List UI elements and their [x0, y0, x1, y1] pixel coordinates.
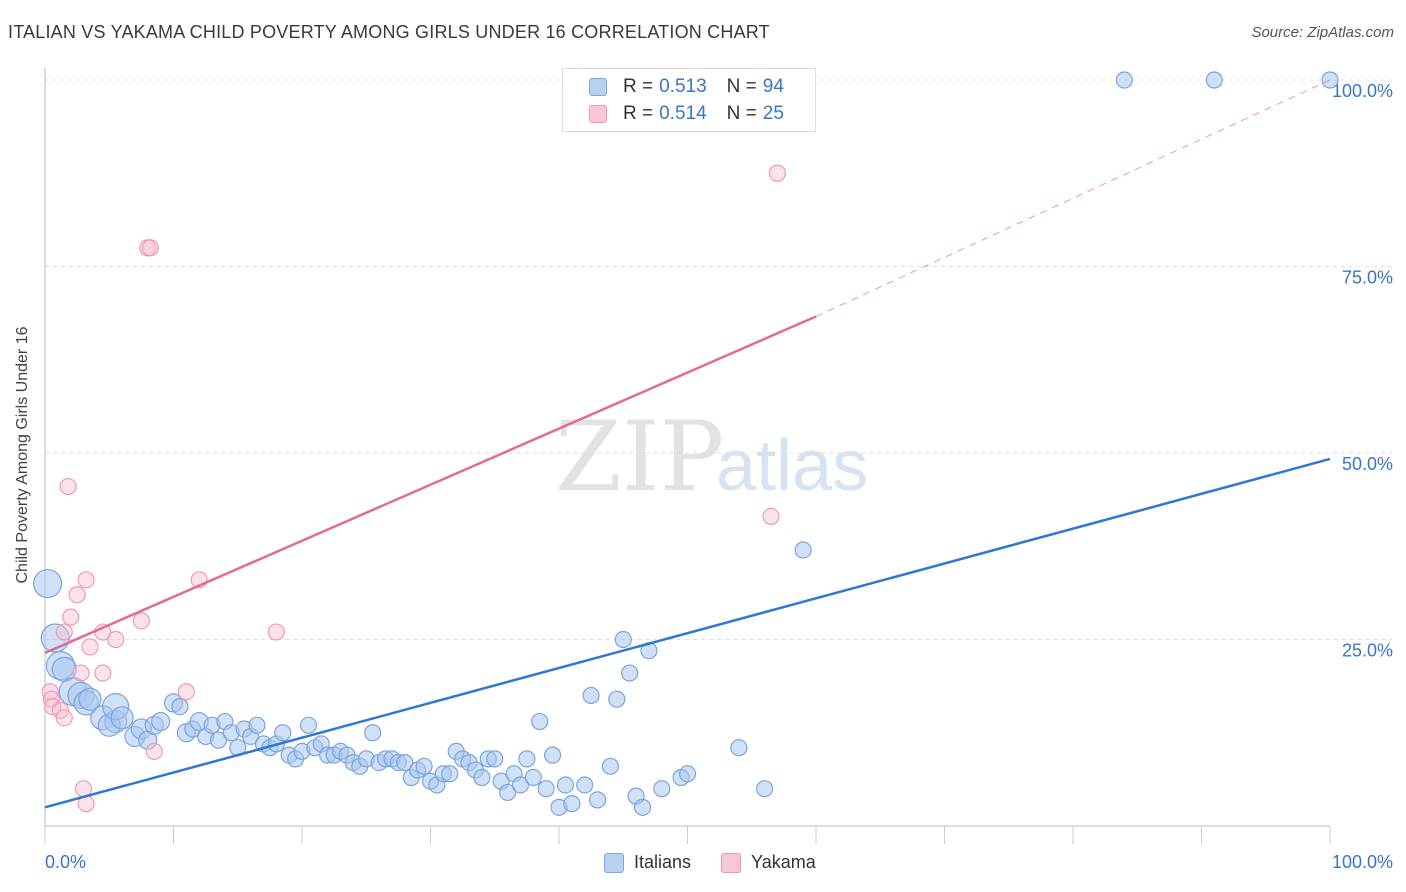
n-value-italians: 94 [762, 76, 784, 97]
italians-point [511, 776, 530, 794]
yakama-point [94, 664, 112, 682]
legend-row-yakama: R = 0.514 N = 25 [589, 102, 784, 126]
italians-trend-line [44, 457, 1331, 809]
italians-point [576, 776, 594, 794]
italians-point [614, 630, 632, 649]
series-legend: Italians Yakama [604, 852, 846, 873]
italians-point [1321, 71, 1339, 89]
italians-point [543, 746, 562, 764]
italians-point [499, 783, 517, 802]
yakama-point [177, 683, 195, 701]
italians-point [563, 795, 581, 813]
italians-point [633, 798, 652, 816]
n-value-yakama: 25 [762, 103, 784, 124]
yakama-point [62, 608, 80, 626]
r-value-yakama: 0.514 [659, 103, 707, 124]
yakama-point [72, 664, 90, 682]
italians-point [78, 687, 102, 711]
yakama-trend-extension [815, 79, 1331, 317]
italians-point [608, 690, 626, 708]
yakama-legend-swatch [721, 852, 742, 873]
italians-point [653, 780, 671, 798]
legend-item-italians: Italians [604, 852, 691, 873]
italians-point [171, 698, 189, 716]
italians-point [299, 716, 318, 734]
yakama-point [81, 638, 99, 656]
yakama-point [55, 623, 73, 641]
correlation-legend: R = 0.513 N = 94 R = 0.514 N = 25 [562, 68, 816, 132]
y-tick-label: 75.0% [1342, 268, 1393, 288]
italians-point [730, 739, 748, 757]
italians-swatch [589, 78, 607, 96]
italians-point [486, 750, 504, 768]
italians-point [582, 686, 600, 705]
italians-point [415, 757, 433, 775]
y-tick-label: 100.0% [1332, 81, 1393, 101]
yakama-swatch [589, 105, 607, 123]
italians-point [556, 776, 575, 794]
yakama-point [107, 630, 125, 649]
italians-point [794, 541, 812, 559]
italians-point [531, 712, 549, 731]
italians-point [248, 716, 266, 734]
r-label: R = [623, 103, 654, 124]
y-axis-label: Child Poverty Among Girls Under 16 [14, 326, 31, 584]
n-label: N = [726, 103, 757, 124]
yakama-point [77, 571, 95, 589]
italians-point [588, 791, 607, 809]
italians-point [518, 750, 536, 768]
italians-point [1205, 71, 1223, 89]
x-tick-label: 100.0% [1332, 852, 1393, 872]
y-tick-label: 50.0% [1342, 454, 1393, 474]
y-tick-label: 25.0% [1342, 641, 1393, 661]
italians-legend-swatch [604, 852, 624, 873]
watermark-zip: ZIP [555, 401, 724, 513]
italians-point [524, 768, 542, 787]
italians-legend-label: Italians [634, 852, 692, 872]
italians-point [209, 731, 228, 749]
r-value-italians: 0.513 [659, 76, 707, 97]
italians-point [364, 724, 382, 742]
yakama-point [762, 507, 780, 526]
yakama-legend-label: Yakama [751, 852, 816, 872]
source-label: Source: ZipAtlas.com [1251, 24, 1394, 41]
legend-item-yakama: Yakama [721, 852, 816, 873]
n-label: N = [726, 76, 757, 97]
x-tick-label: 0.0% [45, 852, 86, 872]
italians-point [32, 568, 63, 599]
italians-point [396, 753, 414, 772]
italians-point [1115, 71, 1134, 89]
legend-row-italians: R = 0.513 N = 94 [589, 75, 784, 99]
italians-point [473, 768, 491, 787]
yakama-point [68, 586, 86, 604]
r-label: R = [623, 76, 654, 97]
chart-title: ITALIAN VS YAKAMA CHILD POVERTY AMONG GI… [8, 22, 770, 42]
italians-point [274, 724, 292, 742]
yakama-point [55, 709, 73, 727]
italians-point [601, 757, 620, 775]
italians-point [110, 706, 134, 730]
italians-point [678, 765, 697, 783]
italians-point [151, 711, 171, 732]
yakama-point [768, 164, 787, 182]
watermark-atlas: atlas [716, 426, 868, 506]
italians-point [621, 664, 639, 682]
italians-point [755, 780, 774, 798]
yakama-point [132, 612, 150, 630]
yakama-point [59, 477, 77, 496]
italians-point [537, 780, 555, 798]
yakama-point [145, 742, 163, 761]
yakama-trend-line [44, 315, 817, 655]
yakama-point [141, 239, 159, 257]
yakama-point [267, 623, 285, 641]
italians-point [441, 765, 459, 783]
